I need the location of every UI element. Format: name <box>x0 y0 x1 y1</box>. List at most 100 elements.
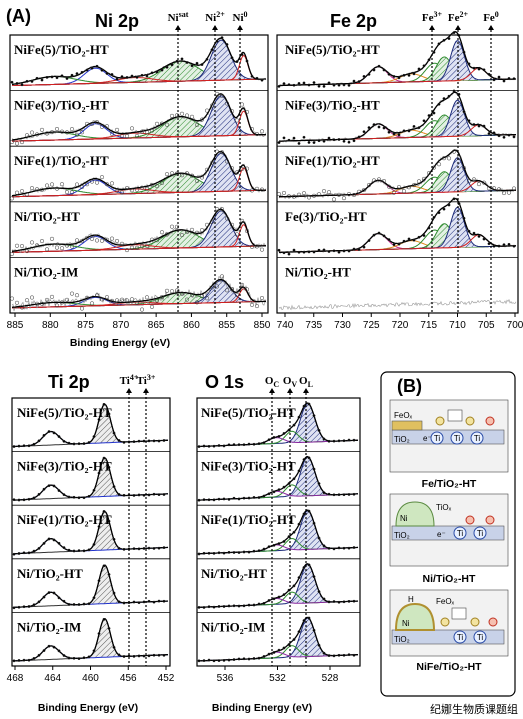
data-point <box>104 237 110 242</box>
data-point <box>332 547 336 551</box>
data-point <box>32 442 36 446</box>
data-point <box>312 467 316 471</box>
data-point <box>117 439 121 442</box>
data-point <box>120 75 124 79</box>
data-point <box>229 222 235 227</box>
data-point <box>327 250 331 253</box>
data-point <box>19 244 25 249</box>
data-point <box>224 159 230 164</box>
data-point <box>327 600 331 604</box>
atom <box>430 431 444 445</box>
data-point <box>277 648 281 652</box>
data-point <box>152 653 156 657</box>
data-point <box>235 60 239 64</box>
scheme-text: Ti <box>434 434 441 443</box>
data-point <box>209 160 215 166</box>
sample-label: NiFe(3)/TiO₂-HT <box>14 98 109 113</box>
peak-label-base: Ni <box>233 12 244 24</box>
component <box>12 77 266 86</box>
component <box>199 537 359 555</box>
data-point <box>327 654 331 658</box>
sample-label: NiFe(1)/TiO₂-HT <box>17 512 112 527</box>
data-point <box>317 428 321 432</box>
data-point <box>257 549 261 553</box>
data-point <box>317 482 321 486</box>
data-point <box>179 173 185 178</box>
data-point <box>437 211 441 215</box>
data-point <box>245 59 249 63</box>
scheme-text: FeOₓ <box>394 411 413 420</box>
data-point <box>204 222 210 227</box>
data-point <box>99 297 105 302</box>
data-point <box>442 97 446 101</box>
data-point <box>252 549 256 553</box>
panel-frame <box>276 34 519 314</box>
axis-label: Binding Energy (eV) <box>212 702 312 714</box>
data-point <box>244 287 250 292</box>
component-fill <box>279 115 516 142</box>
data-point <box>219 93 225 99</box>
data-point <box>481 180 487 185</box>
data-point <box>152 439 156 443</box>
data-point <box>232 658 236 662</box>
data-point <box>297 469 301 473</box>
data-point <box>397 242 401 246</box>
data-point <box>437 102 441 106</box>
data-point <box>277 542 281 546</box>
data-point <box>17 552 21 555</box>
data-point <box>102 402 106 406</box>
spectra-panel: 740 735 730 725 720 715 710 705 700 NiFe(5)/TiO₂-… <box>276 10 523 331</box>
data-point <box>107 573 111 576</box>
component-fill <box>199 564 358 608</box>
data-point <box>152 600 156 604</box>
peak-label-script: 0 <box>495 10 499 19</box>
data-point <box>72 495 76 499</box>
data-point <box>42 541 46 545</box>
data-point <box>347 493 351 496</box>
data-point <box>277 488 281 492</box>
data-point <box>92 596 96 600</box>
peak-label: Fe0 <box>483 10 499 24</box>
data-point <box>342 249 346 253</box>
data-point <box>19 140 25 145</box>
data-point <box>12 606 16 610</box>
data-point <box>67 495 71 499</box>
data-point <box>255 76 259 80</box>
data-point <box>302 619 306 622</box>
data-point <box>507 133 511 137</box>
data-point <box>372 123 376 127</box>
data-point <box>102 456 106 460</box>
component <box>14 538 169 555</box>
data-point <box>115 77 119 81</box>
data-point <box>29 186 35 191</box>
data-point <box>44 247 50 252</box>
data-point <box>62 493 66 497</box>
data-point <box>202 606 206 609</box>
data-point <box>37 546 41 550</box>
data-point <box>267 652 271 656</box>
data-point <box>59 182 65 187</box>
data-point <box>144 295 150 300</box>
peak-label: OL <box>299 375 313 389</box>
data-point <box>109 298 115 303</box>
data-point <box>272 543 276 547</box>
data-point <box>272 651 276 654</box>
data-point <box>59 246 65 251</box>
data-point <box>467 62 471 66</box>
data-point <box>89 301 95 306</box>
data-point <box>232 443 236 447</box>
data-point <box>249 302 255 307</box>
panel-frame <box>9 34 269 314</box>
data-point <box>189 173 195 178</box>
data-point <box>44 131 50 136</box>
data-point <box>12 659 16 663</box>
data-point <box>337 439 341 443</box>
data-point <box>107 412 111 416</box>
atom <box>453 630 467 644</box>
data-point <box>337 493 341 497</box>
data-point <box>97 632 101 636</box>
data-point <box>242 443 246 447</box>
data-point <box>42 595 46 599</box>
data-point <box>74 182 80 187</box>
data-point <box>162 439 166 442</box>
